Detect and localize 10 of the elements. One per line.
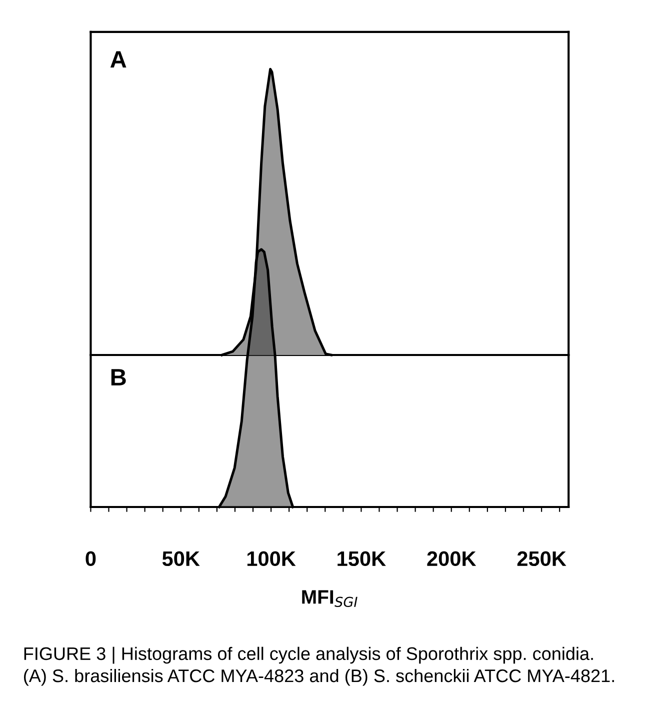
x-tick-label: 200K [427,551,476,566]
x-axis-title: MFI$_{SGI}$ [302,590,358,608]
x-tick-label: 100K [247,551,296,566]
text: B [111,369,126,386]
x-tick-label: 50K [162,551,200,566]
x-tick-label: 0 [86,551,96,566]
x-tick-label: 250K [517,551,566,566]
x-tick-label: 150K [338,551,386,566]
caption: FIGURE 3 | Histograms of cell cycle analysis of Sporothrix spp. conidia. (A) S. brasiliensis ATCC MYA-4823 and (B) S. schenckii ATCC MYA-4821. [24,646,614,686]
chart-title: A [110,51,126,68]
